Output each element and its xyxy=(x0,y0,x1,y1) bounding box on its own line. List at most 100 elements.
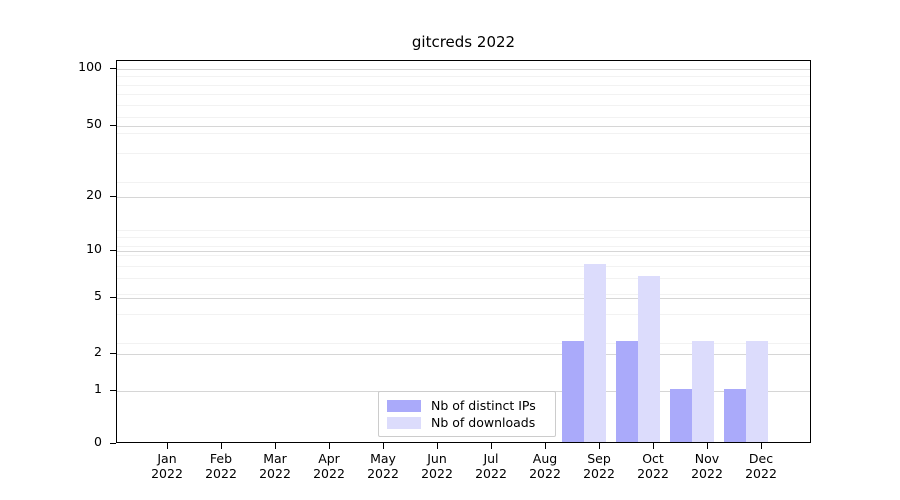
y-tick-label: 100 xyxy=(78,59,102,74)
x-tick-label-month: Jan xyxy=(157,451,177,466)
gridline-minor xyxy=(117,181,810,183)
x-tick-label-year: 2022 xyxy=(583,465,615,481)
x-tick-label: Jan 2022 xyxy=(132,451,202,482)
gridline-minor xyxy=(117,133,810,135)
gridline-major xyxy=(117,251,810,252)
bar xyxy=(692,340,714,442)
x-tick-label-month: May xyxy=(370,451,396,466)
legend-item[interactable]: Nb of distinct IPs xyxy=(387,397,547,414)
x-tick-label-year: 2022 xyxy=(259,465,291,481)
gridline-minor xyxy=(117,265,810,267)
y-tick-label: 50 xyxy=(86,116,102,131)
x-tick-label: Oct 2022 xyxy=(618,451,688,482)
legend-label: Nb of downloads xyxy=(431,415,536,430)
x-tick-label: May 2022 xyxy=(348,451,418,482)
y-tick-label: 0 xyxy=(94,434,102,449)
legend-swatch-icon xyxy=(387,399,421,412)
gridline-minor xyxy=(117,93,810,95)
gridline-minor xyxy=(117,237,810,239)
gridline-major xyxy=(117,69,810,70)
x-tick-label: Jul 2022 xyxy=(456,451,526,482)
x-tick-label-month: Sep xyxy=(587,451,611,466)
gridline-minor xyxy=(117,230,810,231)
x-tick-label-year: 2022 xyxy=(151,465,183,481)
x-tick-label-year: 2022 xyxy=(313,465,345,481)
y-tick-mark xyxy=(110,250,116,252)
gridline-minor xyxy=(117,342,810,344)
x-tick-label: Feb 2022 xyxy=(186,451,256,482)
bar xyxy=(670,389,692,442)
gridline-minor xyxy=(117,104,810,106)
y-tick-label: 5 xyxy=(94,288,102,303)
x-tick-label: Nov 2022 xyxy=(672,451,742,482)
x-tick-label: Mar 2022 xyxy=(240,451,310,482)
y-tick-mark xyxy=(110,297,116,299)
x-tick-mark xyxy=(761,443,763,449)
y-tick-label: 10 xyxy=(86,241,102,256)
x-tick-label-year: 2022 xyxy=(691,465,723,481)
plot-area xyxy=(116,60,811,443)
x-tick-label-month: Jul xyxy=(483,451,499,466)
x-tick-mark xyxy=(707,443,709,449)
bar xyxy=(562,340,584,442)
chart-title: gitcreds 2022 xyxy=(411,33,516,51)
x-tick-label-month: Aug xyxy=(532,451,558,466)
x-tick-label-month: Oct xyxy=(642,451,664,466)
gridline-minor xyxy=(117,278,810,280)
gridline-major xyxy=(117,126,810,127)
x-tick-label-year: 2022 xyxy=(745,465,777,481)
y-tick-mark xyxy=(110,125,116,127)
x-tick-mark xyxy=(275,443,277,449)
x-tick-label: Apr 2022 xyxy=(294,451,364,482)
x-tick-label-year: 2022 xyxy=(637,465,669,481)
x-tick-label-month: Mar xyxy=(263,451,287,466)
x-tick-mark xyxy=(383,443,385,449)
x-tick-label-year: 2022 xyxy=(475,465,507,481)
gridline-minor xyxy=(117,314,810,316)
x-tick-label: Jun 2022 xyxy=(402,451,472,482)
x-tick-mark xyxy=(221,443,223,449)
bar xyxy=(724,389,746,442)
x-tick-label: Dec 2022 xyxy=(726,451,796,482)
y-tick-label: 20 xyxy=(86,187,102,202)
gridline-minor xyxy=(117,84,810,86)
y-tick-label: 1 xyxy=(94,381,102,396)
gridline-minor xyxy=(117,294,810,296)
x-tick-label: Aug 2022 xyxy=(510,451,580,482)
legend-swatch-icon xyxy=(387,416,421,429)
x-tick-mark xyxy=(545,443,547,449)
y-tick-mark xyxy=(110,390,116,392)
bar xyxy=(638,276,660,442)
gridline-major xyxy=(117,298,810,299)
y-tick-mark xyxy=(110,353,116,355)
y-tick-mark xyxy=(110,68,116,70)
y-tick-mark xyxy=(110,196,116,198)
x-tick-label-year: 2022 xyxy=(529,465,561,481)
gridline-minor xyxy=(117,117,810,119)
chart-legend: Nb of distinct IPs Nb of downloads xyxy=(378,391,556,437)
gridline-minor xyxy=(117,254,810,256)
y-tick-label: 2 xyxy=(94,344,102,359)
x-tick-label-month: Apr xyxy=(318,451,340,466)
x-tick-mark xyxy=(599,443,601,449)
legend-item[interactable]: Nb of downloads xyxy=(387,414,547,431)
gridline-major xyxy=(117,354,810,355)
x-tick-mark xyxy=(491,443,493,449)
gridline-minor xyxy=(117,76,810,78)
gridline-major xyxy=(117,197,810,198)
bar xyxy=(616,340,638,442)
x-tick-label-month: Feb xyxy=(209,451,233,466)
bar xyxy=(584,263,606,442)
x-tick-label-month: Dec xyxy=(748,451,774,466)
x-tick-label: Sep 2022 xyxy=(564,451,634,482)
y-tick-mark xyxy=(110,443,116,445)
x-tick-label-year: 2022 xyxy=(367,465,399,481)
legend-label: Nb of distinct IPs xyxy=(431,398,536,413)
bar xyxy=(746,340,768,442)
gridline-minor xyxy=(117,245,810,247)
x-tick-label-year: 2022 xyxy=(421,465,453,481)
x-tick-mark xyxy=(329,443,331,449)
x-tick-mark xyxy=(167,443,169,449)
x-tick-mark xyxy=(437,443,439,449)
